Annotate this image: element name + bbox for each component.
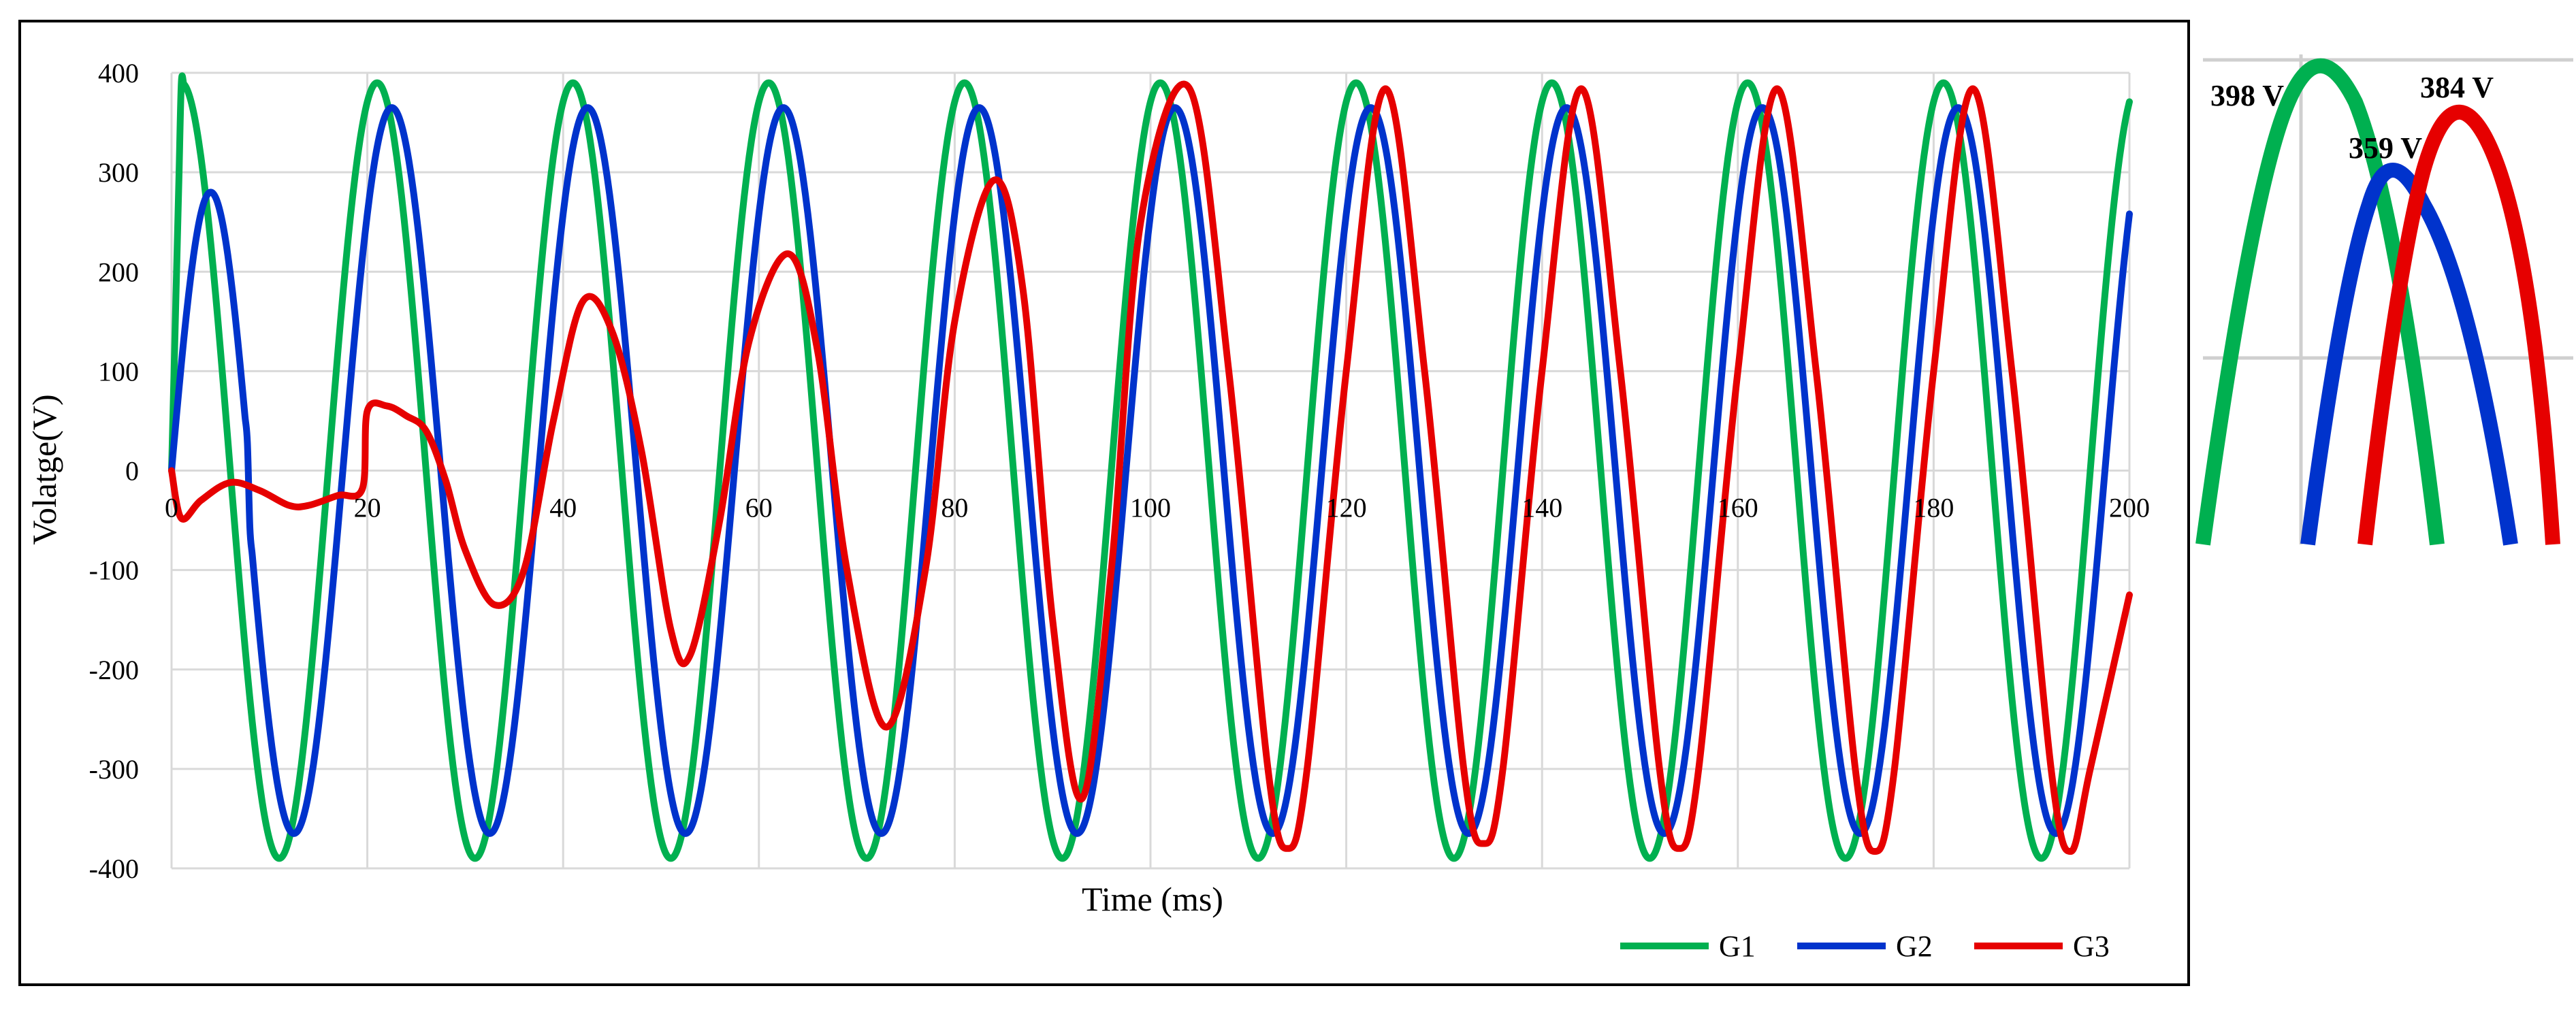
legend-label-g3: G3 [2073, 930, 2110, 963]
x-tick-label: 100 [1130, 493, 1171, 523]
peak-label-g1: 398 V [2210, 79, 2284, 112]
x-tick-label: 0 [165, 493, 178, 523]
x-tick-label: 200 [2109, 493, 2150, 523]
x-axis-title: Time (ms) [1082, 880, 1223, 918]
y-tick-label: 400 [98, 58, 139, 88]
zoom-inset: 398 V 359 V 384 V [2195, 54, 2573, 546]
y-axis-title: Volatge(V) [25, 394, 63, 544]
legend-label-g1: G1 [1719, 930, 1756, 963]
legend: G1 G2 G3 [1620, 930, 2110, 963]
y-tick-label: -200 [89, 655, 139, 685]
series-line-g2 [168, 104, 2133, 837]
x-tick-label: 40 [549, 493, 577, 523]
x-tick-label: 140 [1522, 493, 1562, 523]
x-tick-label: 120 [1326, 493, 1367, 523]
legend-label-g2: G2 [1896, 930, 1933, 963]
x-tick-label: 160 [1718, 493, 1758, 523]
peak-label-g2: 359 V [2349, 131, 2422, 165]
chart-frame [18, 20, 2190, 986]
series-layer [168, 72, 2133, 862]
series-line-g3 [168, 80, 2133, 855]
x-tick-label: 20 [354, 493, 381, 523]
inset-curve-g3 [2357, 104, 2560, 546]
peak-label-g3: 384 V [2420, 71, 2494, 104]
y-tick-label: -400 [89, 853, 139, 884]
y-tick-label: -300 [89, 754, 139, 785]
inset-curve-g2 [2300, 163, 2518, 546]
tick-labels: 400 300 200 100 0 -100 -200 -300 -400 0 20 40 60 80 10… [89, 58, 2150, 884]
y-tick-label: 100 [98, 356, 139, 387]
x-tick-label: 60 [745, 493, 773, 523]
y-tick-label: 200 [98, 257, 139, 287]
x-tick-label: 80 [941, 493, 968, 523]
y-tick-label: 300 [98, 157, 139, 188]
y-tick-label: -100 [89, 555, 139, 586]
x-tick-label: 180 [1913, 493, 1954, 523]
series-line-g1 [168, 72, 2133, 862]
y-tick-label: 0 [125, 456, 139, 487]
